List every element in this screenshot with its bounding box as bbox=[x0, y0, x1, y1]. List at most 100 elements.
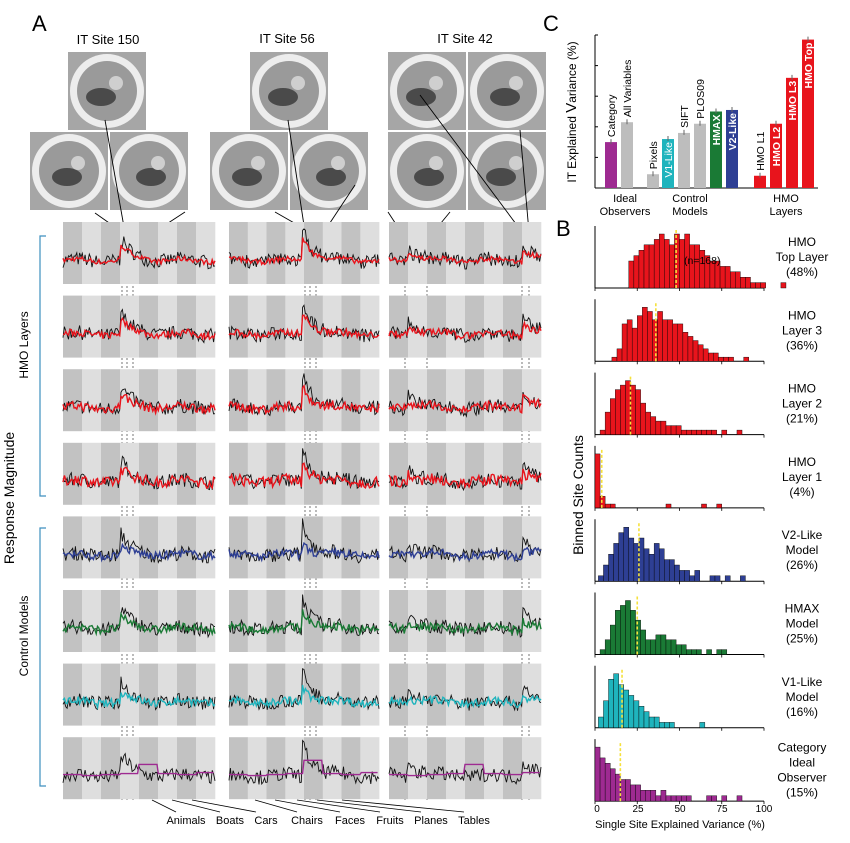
category-stripe bbox=[82, 516, 102, 579]
histogram-bin bbox=[724, 266, 731, 289]
stimulus-highlight bbox=[151, 156, 165, 170]
trace-panel bbox=[388, 442, 542, 505]
histogram-bin bbox=[599, 496, 606, 509]
histogram-bin bbox=[730, 271, 736, 289]
category-stripe bbox=[522, 222, 542, 284]
histogram-bin bbox=[616, 348, 623, 362]
category-stripe bbox=[266, 516, 286, 579]
trace-panel bbox=[62, 369, 216, 432]
histogram-bin bbox=[631, 327, 638, 362]
category-stripe bbox=[196, 737, 216, 800]
histogram-bin bbox=[620, 384, 626, 435]
histogram-model-label: Ideal bbox=[789, 756, 815, 770]
category-stripe bbox=[503, 222, 523, 284]
panel-c-label: C bbox=[543, 11, 559, 36]
histogram-bin bbox=[706, 429, 712, 435]
histogram-bin bbox=[724, 575, 731, 582]
category-tick bbox=[274, 799, 341, 813]
histogram-bin bbox=[618, 532, 624, 582]
model-prediction-trace bbox=[228, 462, 380, 490]
category-stripe bbox=[427, 737, 447, 800]
category-stripe bbox=[196, 369, 216, 432]
trace-panel bbox=[388, 663, 542, 726]
category-stripe bbox=[229, 663, 249, 726]
category-stripe bbox=[360, 516, 380, 579]
histogram-model-label: Category bbox=[778, 741, 827, 755]
histogram-bin bbox=[735, 271, 741, 289]
histogram-bin bbox=[689, 575, 695, 582]
histogram-model-label: (25%) bbox=[786, 632, 818, 646]
trace-panel bbox=[388, 737, 542, 800]
binned-site-counts-label: Binned Site Counts bbox=[570, 435, 586, 555]
histogram-bin bbox=[750, 282, 756, 289]
histogram-bin bbox=[675, 644, 682, 655]
category-stripe bbox=[196, 516, 216, 579]
category-stripe bbox=[503, 369, 523, 432]
histogram-model-label: HMO bbox=[788, 235, 816, 249]
histogram-model-label: V2-Like bbox=[782, 528, 823, 542]
histogram-bin bbox=[657, 311, 663, 362]
histogram-bin bbox=[680, 644, 687, 655]
category-stripe bbox=[341, 295, 361, 358]
category-stripe bbox=[389, 442, 409, 505]
category-stripe bbox=[484, 295, 504, 358]
histogram-bin bbox=[684, 570, 690, 582]
category-stripe bbox=[101, 663, 121, 726]
model-prediction-trace bbox=[388, 249, 542, 265]
histogram-bin bbox=[635, 619, 641, 655]
stimulus-images bbox=[30, 52, 546, 210]
explained-variance-bar bbox=[605, 142, 617, 188]
category-stripe bbox=[503, 442, 523, 505]
stimulus-highlight bbox=[429, 156, 443, 170]
histogram-bin bbox=[640, 629, 646, 655]
histogram-bin bbox=[686, 649, 692, 655]
category-stripe bbox=[139, 590, 159, 652]
category-stripe bbox=[465, 222, 485, 284]
histogram-bin bbox=[642, 307, 648, 362]
histogram-bin bbox=[728, 356, 734, 362]
panel-c-y-label: IT Explained Variance (%) bbox=[563, 41, 580, 182]
histogram-bin bbox=[672, 323, 679, 362]
category-stripe bbox=[322, 737, 342, 800]
histogram-bin bbox=[721, 649, 728, 655]
histogram-bin bbox=[655, 795, 662, 802]
trace-panel bbox=[62, 663, 216, 726]
it-response-trace bbox=[62, 236, 216, 270]
category-stripe bbox=[63, 295, 83, 358]
histogram-bin bbox=[615, 389, 621, 435]
histogram-bin bbox=[645, 639, 651, 655]
bar-label: PLOS09 bbox=[695, 79, 707, 119]
category-stripe bbox=[63, 369, 83, 432]
trace-panel bbox=[228, 442, 380, 505]
histogram-x-tick-label: 100 bbox=[756, 804, 773, 815]
histogram-bin bbox=[598, 716, 604, 729]
category-stripe bbox=[229, 516, 249, 579]
category-stripe bbox=[446, 295, 466, 358]
stimulus-image bbox=[388, 132, 466, 210]
category-stripe bbox=[341, 442, 361, 505]
category-stripe bbox=[341, 369, 361, 432]
histogram-bin bbox=[643, 244, 650, 289]
trace-panel bbox=[228, 295, 380, 358]
it-response-trace bbox=[62, 308, 216, 344]
histogram-model-label: (15%) bbox=[786, 786, 818, 800]
trace-panel bbox=[388, 590, 542, 652]
explained-variance-bar bbox=[694, 123, 706, 188]
model-prediction-trace bbox=[228, 684, 380, 709]
histogram-bin bbox=[716, 649, 722, 655]
model-prediction-trace bbox=[228, 383, 380, 416]
histogram-model-label: HMO bbox=[788, 382, 816, 396]
category-stripe bbox=[360, 590, 380, 652]
category-stripe bbox=[229, 590, 249, 652]
it-response-trace bbox=[228, 228, 380, 270]
response-magnitude-label: Response Magnitude bbox=[1, 432, 17, 565]
category-stripe bbox=[322, 590, 342, 652]
explained-variance-bar bbox=[647, 174, 659, 188]
trace-panel bbox=[62, 737, 216, 800]
histogram-bin bbox=[760, 282, 766, 289]
histogram-bin bbox=[665, 425, 672, 435]
stimulus-object bbox=[414, 168, 444, 186]
